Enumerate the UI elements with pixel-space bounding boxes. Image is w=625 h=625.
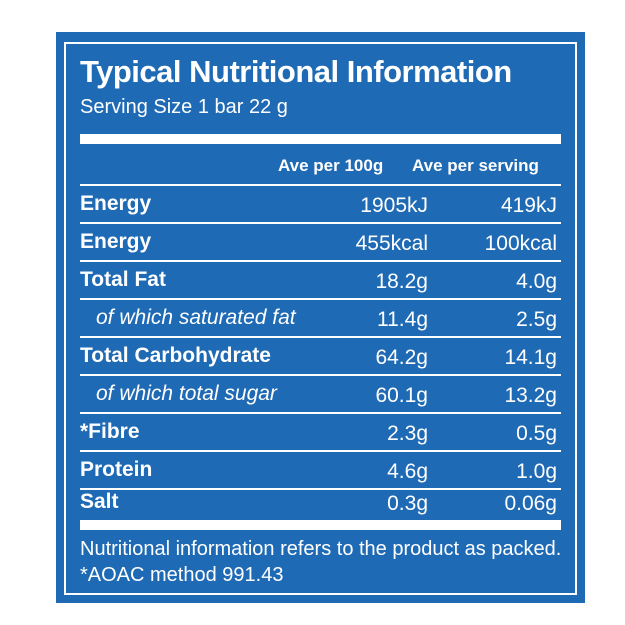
nutrient-name: of which saturated fat bbox=[96, 306, 296, 329]
row-divider bbox=[80, 336, 561, 338]
value-per-100g: 455kcal bbox=[355, 232, 428, 255]
nutrient-name: Energy bbox=[80, 192, 152, 215]
value-per-serving: 2.5g bbox=[516, 308, 557, 331]
value-per-100g: 11.4g bbox=[377, 308, 428, 331]
value-per-serving: 0.5g bbox=[516, 422, 557, 445]
nutrient-row: Total Fat 18.2g 4.0g bbox=[80, 262, 561, 298]
value-per-serving: 14.1g bbox=[504, 346, 557, 369]
value-per-100g: 4.6g bbox=[387, 460, 428, 483]
value-per-100g: 60.1g bbox=[375, 384, 428, 407]
serving-size: Serving Size 1 bar 22 g bbox=[80, 96, 288, 118]
value-per-100g: 0.3g bbox=[387, 492, 428, 515]
nutrient-row: Energy 1905kJ 419kJ bbox=[80, 186, 561, 222]
nutrition-label: Typical Nutritional Information Serving … bbox=[64, 42, 577, 595]
nutrient-name: Salt bbox=[80, 490, 119, 513]
nutrient-row: *Fibre 2.3g 0.5g bbox=[80, 414, 561, 450]
value-per-serving: 4.0g bbox=[516, 270, 557, 293]
header-divider bbox=[80, 184, 561, 186]
nutrient-row: Salt 0.3g 0.06g bbox=[80, 484, 561, 520]
row-divider bbox=[80, 298, 561, 300]
column-header-per-100g: Ave per 100g bbox=[278, 156, 384, 175]
nutrient-row: Total Carbohydrate 64.2g 14.1g bbox=[80, 338, 561, 374]
nutrient-name: *Fibre bbox=[80, 420, 140, 443]
nutrient-name: Total Carbohydrate bbox=[80, 344, 271, 367]
nutrient-row: Protein 4.6g 1.0g bbox=[80, 452, 561, 488]
label-title: Typical Nutritional Information bbox=[80, 54, 512, 89]
value-per-serving: 419kJ bbox=[500, 194, 557, 217]
nutrition-panel: Typical Nutritional Information Serving … bbox=[56, 32, 585, 603]
row-divider bbox=[80, 450, 561, 452]
nutrient-name: of which total sugar bbox=[96, 382, 277, 405]
top-divider bbox=[80, 134, 561, 144]
value-per-100g: 1905kJ bbox=[360, 194, 428, 217]
nutrient-name: Total Fat bbox=[80, 268, 166, 291]
value-per-100g: 64.2g bbox=[375, 346, 428, 369]
value-per-serving: 100kcal bbox=[484, 232, 557, 255]
row-divider bbox=[80, 412, 561, 414]
value-per-serving: 13.2g bbox=[504, 384, 557, 407]
nutrient-name: Protein bbox=[80, 458, 153, 481]
column-header-per-serving: Ave per serving bbox=[412, 156, 539, 175]
nutrient-name: Energy bbox=[80, 230, 152, 253]
row-divider bbox=[80, 488, 561, 490]
row-divider bbox=[80, 374, 561, 376]
nutrient-row: Energy 455kcal 100kcal bbox=[80, 224, 561, 260]
value-per-100g: 2.3g bbox=[387, 422, 428, 445]
value-per-100g: 18.2g bbox=[375, 270, 428, 293]
bottom-divider bbox=[80, 520, 561, 530]
footnote: Nutritional information refers to the pr… bbox=[80, 538, 562, 586]
nutrient-subrow: of which total sugar 60.1g 13.2g bbox=[80, 376, 561, 412]
value-per-serving: 1.0g bbox=[516, 460, 557, 483]
row-divider bbox=[80, 260, 561, 262]
row-divider bbox=[80, 222, 561, 224]
nutrient-subrow: of which saturated fat 11.4g 2.5g bbox=[80, 300, 561, 336]
value-per-serving: 0.06g bbox=[504, 492, 557, 515]
